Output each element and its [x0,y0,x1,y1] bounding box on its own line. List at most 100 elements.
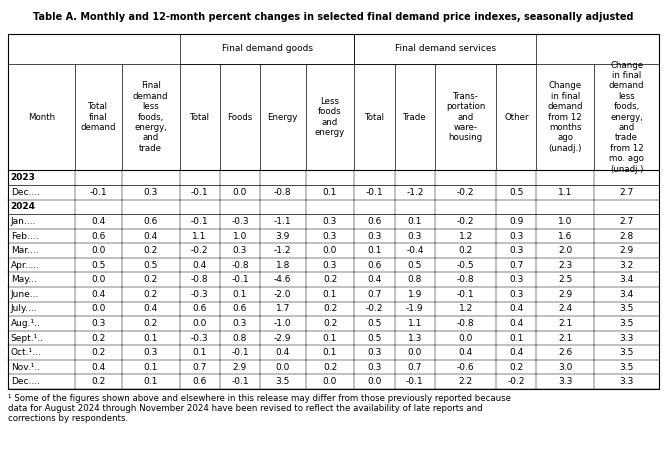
Text: 0.1: 0.1 [368,246,382,255]
Text: 0.2: 0.2 [91,334,105,343]
Text: 1.8: 1.8 [275,261,290,270]
Text: 0.6: 0.6 [193,304,207,313]
Text: 3.5: 3.5 [275,377,290,386]
Text: 0.5: 0.5 [143,261,158,270]
Text: 0.2: 0.2 [509,363,524,372]
Text: 3.9: 3.9 [275,232,290,241]
Text: -0.1: -0.1 [366,188,384,197]
Text: 0.1: 0.1 [323,334,338,343]
Text: 0.2: 0.2 [323,319,337,328]
Text: 0.8: 0.8 [233,334,247,343]
Text: -0.3: -0.3 [231,217,249,226]
Text: 0.6: 0.6 [91,232,105,241]
Text: Change
in final
demand
less
foods,
energy,
and
trade
from 12
mo. ago
(unadj.): Change in final demand less foods, energ… [609,61,644,174]
Text: -0.2: -0.2 [457,188,474,197]
Text: 0.2: 0.2 [143,246,158,255]
Text: 3.5: 3.5 [620,363,634,372]
Text: 0.1: 0.1 [193,348,207,357]
Text: 0.4: 0.4 [509,319,524,328]
Text: 1.6: 1.6 [558,232,572,241]
Text: -1.2: -1.2 [406,188,424,197]
Text: Aug.¹..: Aug.¹.. [11,319,41,328]
Text: -1.0: -1.0 [274,319,291,328]
Text: 2.4: 2.4 [558,304,572,313]
Text: Final demand services: Final demand services [395,44,496,53]
Text: 0.1: 0.1 [233,290,247,299]
Text: 0.1: 0.1 [143,363,158,372]
Text: 0.5: 0.5 [368,334,382,343]
Text: 0.2: 0.2 [91,377,105,386]
Text: 0.6: 0.6 [143,217,158,226]
Text: -2.0: -2.0 [274,290,291,299]
Text: 1.2: 1.2 [458,304,473,313]
Text: -0.1: -0.1 [457,290,474,299]
Text: Oct.¹...: Oct.¹... [11,348,41,357]
Text: Final
demand
less
foods,
energy,
and
trade: Final demand less foods, energy, and tra… [133,81,168,153]
Text: 3.4: 3.4 [620,275,634,284]
Text: Energy: Energy [267,113,298,121]
Text: 0.4: 0.4 [91,290,105,299]
Text: -0.1: -0.1 [231,275,249,284]
Text: 0.4: 0.4 [143,304,158,313]
Text: 3.5: 3.5 [620,319,634,328]
Text: Final demand goods: Final demand goods [221,44,313,53]
Text: -0.2: -0.2 [508,377,525,386]
Text: 3.5: 3.5 [620,304,634,313]
Text: Dec....: Dec.... [11,188,39,197]
Text: 0.5: 0.5 [408,261,422,270]
Text: 0.7: 0.7 [509,261,524,270]
Text: 0.1: 0.1 [323,348,338,357]
Bar [8,34,659,389]
Text: 1.3: 1.3 [408,334,422,343]
Text: 0.2: 0.2 [458,246,473,255]
Text: 0.3: 0.3 [233,246,247,255]
Text: 0.5: 0.5 [509,188,524,197]
Text: 2.1: 2.1 [558,334,572,343]
Text: Month: Month [28,113,55,121]
Text: 2.6: 2.6 [558,348,572,357]
Text: Mar....: Mar.... [11,246,38,255]
Text: 0.0: 0.0 [368,377,382,386]
Text: 0.4: 0.4 [91,363,105,372]
Text: 0.1: 0.1 [143,377,158,386]
Text: -0.1: -0.1 [406,377,424,386]
Text: 2.7: 2.7 [620,217,634,226]
Text: 2.1: 2.1 [558,319,572,328]
Text: -0.8: -0.8 [274,188,291,197]
Text: 0.3: 0.3 [509,232,524,241]
Text: 0.0: 0.0 [193,319,207,328]
Text: 0.2: 0.2 [143,319,158,328]
Text: 3.0: 3.0 [558,363,572,372]
Text: -0.8: -0.8 [231,261,249,270]
Text: 0.3: 0.3 [323,232,338,241]
Text: 2023: 2023 [11,173,35,182]
Text: -4.6: -4.6 [274,275,291,284]
Text: 0.3: 0.3 [368,232,382,241]
Text: 0.7: 0.7 [408,363,422,372]
Text: -0.2: -0.2 [366,304,384,313]
Text: 0.3: 0.3 [509,290,524,299]
Text: May...: May... [11,275,37,284]
Text: 0.6: 0.6 [193,377,207,386]
Text: -0.6: -0.6 [457,363,474,372]
Text: 2.0: 2.0 [558,246,572,255]
Text: 0.2: 0.2 [91,348,105,357]
Text: 0.2: 0.2 [143,290,158,299]
Text: -1.9: -1.9 [406,304,424,313]
Text: Total
final
demand: Total final demand [81,102,116,132]
Text: 0.4: 0.4 [193,261,207,270]
Text: ¹ Some of the figures shown above and elsewhere in this release may differ from : ¹ Some of the figures shown above and el… [8,394,511,423]
Text: 0.6: 0.6 [233,304,247,313]
Text: Dec....: Dec.... [11,377,39,386]
Text: 2024: 2024 [11,202,35,212]
Text: 3.3: 3.3 [620,334,634,343]
Text: 1.1: 1.1 [408,319,422,328]
Text: -1.1: -1.1 [274,217,291,226]
Text: -0.1: -0.1 [191,217,209,226]
Text: -1.2: -1.2 [274,246,291,255]
Text: 0.3: 0.3 [323,261,338,270]
Text: Trans-
portation
and
ware-
housing: Trans- portation and ware- housing [446,92,486,142]
Text: -0.3: -0.3 [191,334,209,343]
Text: Less
foods
and
energy: Less foods and energy [315,97,345,137]
Text: 0.7: 0.7 [368,290,382,299]
